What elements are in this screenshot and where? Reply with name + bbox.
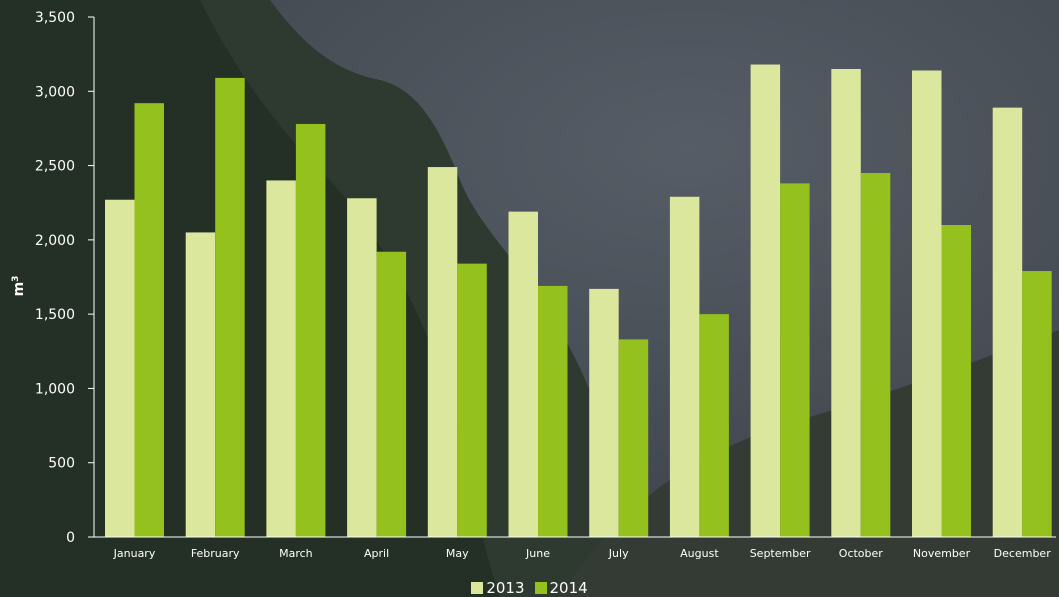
- x-tick-label: September: [750, 547, 811, 560]
- x-tick-label: February: [191, 547, 240, 560]
- x-tick-label: June: [525, 547, 550, 560]
- bar-2013-october: [831, 69, 861, 537]
- y-axis-label: m3: [11, 276, 27, 297]
- bar-2013-march: [266, 180, 296, 537]
- bar-2014-february: [215, 77, 245, 538]
- legend-swatch-2013: [471, 582, 484, 594]
- y-tick-label: 3,500: [35, 10, 75, 26]
- y-tick-label: 3,000: [35, 84, 75, 100]
- x-tick-label: January: [113, 547, 156, 560]
- bar-2014-may: [457, 263, 487, 537]
- x-tick-label: August: [680, 547, 719, 560]
- bar-2013-august: [669, 196, 700, 537]
- x-tick-label: April: [364, 547, 389, 560]
- x-tick-label: December: [994, 547, 1052, 560]
- legend: 2013 2014: [0, 579, 1059, 597]
- x-tick-label: March: [279, 547, 313, 560]
- bar-2014-november: [941, 225, 971, 537]
- bar-2013-april: [347, 198, 377, 537]
- y-tick-label: 2,500: [35, 159, 75, 175]
- bar-2014-september: [780, 183, 810, 537]
- bar-2014-march: [295, 123, 326, 537]
- bar-2013-june: [508, 211, 538, 537]
- bar-2014-october: [860, 173, 891, 537]
- legend-swatch-2014: [534, 582, 547, 594]
- y-tick-label: 500: [48, 456, 75, 472]
- bar-2014-august: [699, 314, 729, 537]
- bar-2014-june: [538, 285, 568, 537]
- bar-2013-november: [912, 70, 942, 537]
- bars: [105, 64, 1052, 538]
- y-axis: 0 500 1,000 1,500 2,000 2,500 3,000 3,500: [35, 10, 95, 546]
- legend-item-2014: 2014: [534, 579, 588, 597]
- bar-2013-september: [750, 64, 781, 538]
- x-tick-label: October: [839, 547, 883, 560]
- bar-2013-january: [105, 199, 135, 537]
- y-tick-label: 1,500: [35, 307, 75, 323]
- bar-2013-july: [589, 288, 619, 537]
- bar-2014-july: [618, 339, 649, 537]
- bar-2013-february: [185, 232, 216, 537]
- x-tick-label: July: [608, 547, 629, 560]
- y-tick-label: 1,000: [35, 381, 75, 397]
- x-axis: January February March April May June July Augu…: [94, 536, 1056, 560]
- bar-2014-december: [1022, 271, 1052, 537]
- x-tick-label: November: [913, 547, 971, 560]
- bar-2014-april: [376, 251, 407, 537]
- bar-2013-may: [427, 167, 458, 538]
- bar-2014-january: [134, 103, 164, 538]
- legend-label-2013: 2013: [486, 579, 525, 597]
- y-tick-label: 0: [66, 530, 75, 546]
- legend-label-2014: 2014: [549, 579, 588, 597]
- bar-2013-december: [992, 107, 1023, 537]
- y-tick-label: 2,000: [35, 233, 75, 249]
- x-tick-label: May: [446, 547, 469, 560]
- legend-item-2013: 2013: [471, 579, 525, 597]
